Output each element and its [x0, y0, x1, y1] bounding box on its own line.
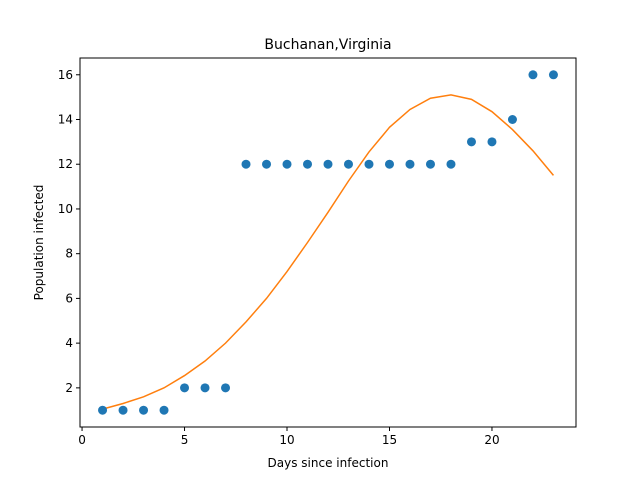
scatter-point — [466, 137, 476, 147]
fit-line — [102, 94, 555, 410]
y-tick-label: 4 — [65, 336, 73, 350]
scatter-point — [405, 159, 415, 169]
x-tick-label: 5 — [181, 433, 189, 447]
y-tick-label: 8 — [65, 247, 73, 261]
x-axis-label: Days since infection — [268, 456, 389, 470]
scatter-point — [221, 383, 231, 393]
scatter-point — [384, 159, 394, 169]
scatter-point — [343, 159, 353, 169]
scatter-point — [98, 405, 108, 415]
x-tick-label: 10 — [279, 433, 294, 447]
scatter-point — [548, 70, 558, 80]
x-tick-label: 20 — [484, 433, 499, 447]
scatter-point — [425, 159, 435, 169]
plot-frame — [79, 57, 577, 428]
scatter-point — [446, 159, 456, 169]
scatter-point — [159, 405, 169, 415]
scatter-point — [118, 405, 128, 415]
scatter-point — [364, 159, 374, 169]
scatter-point — [507, 115, 517, 124]
scatter-point — [528, 70, 538, 80]
y-axis-ticks: 2 4 6 8 10 12 14 16 — [58, 68, 80, 395]
plot-series — [98, 70, 558, 415]
y-tick-label: 6 — [65, 291, 73, 305]
scatter-point — [180, 383, 190, 393]
scatter-point — [323, 159, 333, 169]
scatter-point — [139, 405, 149, 415]
y-axis-label: Population infected — [32, 185, 46, 301]
scatter-point — [262, 159, 272, 169]
y-tick-label: 10 — [58, 202, 73, 216]
scatter-point — [487, 137, 497, 147]
y-tick-label: 14 — [58, 113, 73, 127]
scatter-point — [303, 159, 313, 169]
x-tick-label: 0 — [78, 433, 86, 447]
y-tick-label: 2 — [65, 381, 73, 395]
scatter-point — [241, 159, 251, 169]
x-axis-ticks: 0 5 10 15 20 — [78, 427, 500, 447]
chart-title: Buchanan,Virginia — [264, 37, 391, 53]
y-tick-label: 12 — [58, 157, 73, 171]
x-tick-label: 15 — [382, 433, 397, 447]
scatter-point — [200, 383, 210, 393]
scatter-point — [282, 159, 292, 169]
y-tick-label: 16 — [58, 68, 73, 82]
